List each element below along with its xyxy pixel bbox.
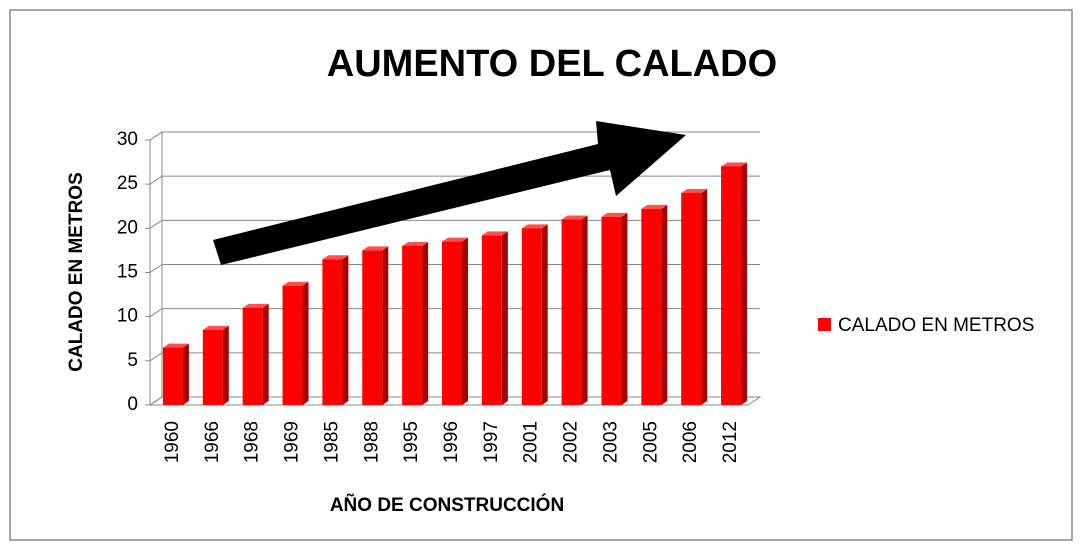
bar-top [322, 255, 349, 260]
bar-top [721, 162, 748, 167]
x-tick-label: 2003 [600, 421, 621, 463]
legend-swatch [818, 318, 831, 331]
bar [641, 208, 662, 405]
bar [561, 219, 582, 405]
x-tick-label: 2006 [680, 421, 701, 463]
y-tick-label: 10 [117, 306, 138, 327]
bar [162, 347, 183, 405]
bar-side [262, 303, 269, 405]
bar-top [282, 281, 309, 286]
grid-line [149, 219, 163, 229]
y-tick-label: 20 [117, 217, 138, 238]
bar-side [741, 162, 748, 405]
bar [681, 193, 702, 405]
x-axis-label: AÑO DE CONSTRUCCIÓN [330, 494, 564, 516]
grid-line [149, 264, 163, 273]
bar-side [222, 325, 229, 405]
grid-line [149, 396, 163, 406]
bar [481, 235, 502, 405]
bar [442, 241, 462, 405]
bar [202, 329, 223, 405]
bar-side [462, 237, 468, 405]
bar-top [561, 215, 588, 220]
bar-side [182, 343, 189, 405]
y-axis-label: CALADO EN METROS [66, 172, 87, 372]
plot-area: 0 5 10 15 20 25 30 1960 1966 1968 1969 1985 1988 1995… [117, 129, 762, 463]
bar-side [701, 189, 708, 405]
bar-top [601, 212, 628, 217]
bar-top [521, 224, 548, 229]
x-tick-label: 2005 [640, 421, 661, 463]
bar-top [402, 242, 429, 246]
bar-top [481, 231, 508, 236]
bar [362, 250, 383, 405]
legend-label: CALADO EN METROS [838, 315, 1034, 336]
trend-arrow [213, 121, 686, 265]
grid-line [149, 131, 163, 141]
legend: CALADO EN METROS [818, 315, 1034, 336]
bar-top [681, 189, 708, 193]
bar [402, 246, 423, 405]
x-tick-label: 2001 [521, 421, 542, 463]
x-tick-label: 1969 [282, 421, 303, 463]
x-tick-label: 1988 [361, 421, 382, 463]
bar-side [661, 204, 668, 405]
y-tick-label: 15 [117, 262, 138, 283]
bar-top [641, 204, 668, 209]
bar [601, 216, 622, 405]
bar-top [242, 303, 269, 308]
bar [282, 285, 303, 405]
x-tick-label: 1960 [162, 421, 183, 463]
bar [721, 166, 742, 405]
grid-line [149, 352, 163, 362]
bar-top [202, 325, 229, 330]
bar [242, 307, 263, 405]
bar [521, 228, 542, 405]
x-tick-label: 1968 [242, 421, 263, 463]
x-tick-label: 1966 [202, 421, 223, 463]
x-tick-label: 1997 [481, 421, 502, 463]
bar-side [422, 242, 429, 405]
y-tick-label: 0 [127, 394, 138, 415]
y-tick-label: 5 [127, 350, 138, 371]
bar-top [442, 237, 468, 242]
bar-side [501, 231, 508, 405]
x-tick-label: 2012 [720, 421, 741, 463]
bar [322, 259, 343, 405]
chart-title: AUMENTO DEL CALADO [327, 43, 777, 85]
bar-side [581, 215, 588, 405]
grid-line [149, 175, 163, 185]
bar-side [621, 212, 628, 405]
y-tick-label: 25 [117, 173, 138, 194]
x-tick-label: 1996 [441, 421, 462, 463]
y-tick-label: 30 [117, 129, 138, 150]
bar-side [541, 224, 548, 405]
bar-top [162, 343, 189, 348]
x-tick-label: 1985 [321, 421, 342, 463]
bar-side [302, 281, 309, 405]
x-tick-label: 2002 [561, 421, 582, 463]
bar-side [342, 255, 349, 405]
grid-line [149, 308, 163, 318]
bar-side [382, 246, 389, 405]
bar-top [362, 246, 389, 251]
x-tick-label: 1995 [401, 421, 422, 463]
